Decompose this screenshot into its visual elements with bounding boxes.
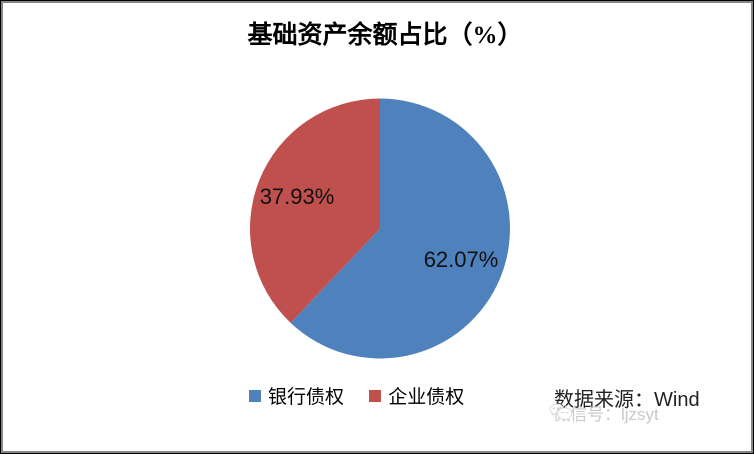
svg-text:62.07%: 62.07%	[424, 247, 499, 272]
svg-text:37.93%: 37.93%	[260, 184, 335, 209]
